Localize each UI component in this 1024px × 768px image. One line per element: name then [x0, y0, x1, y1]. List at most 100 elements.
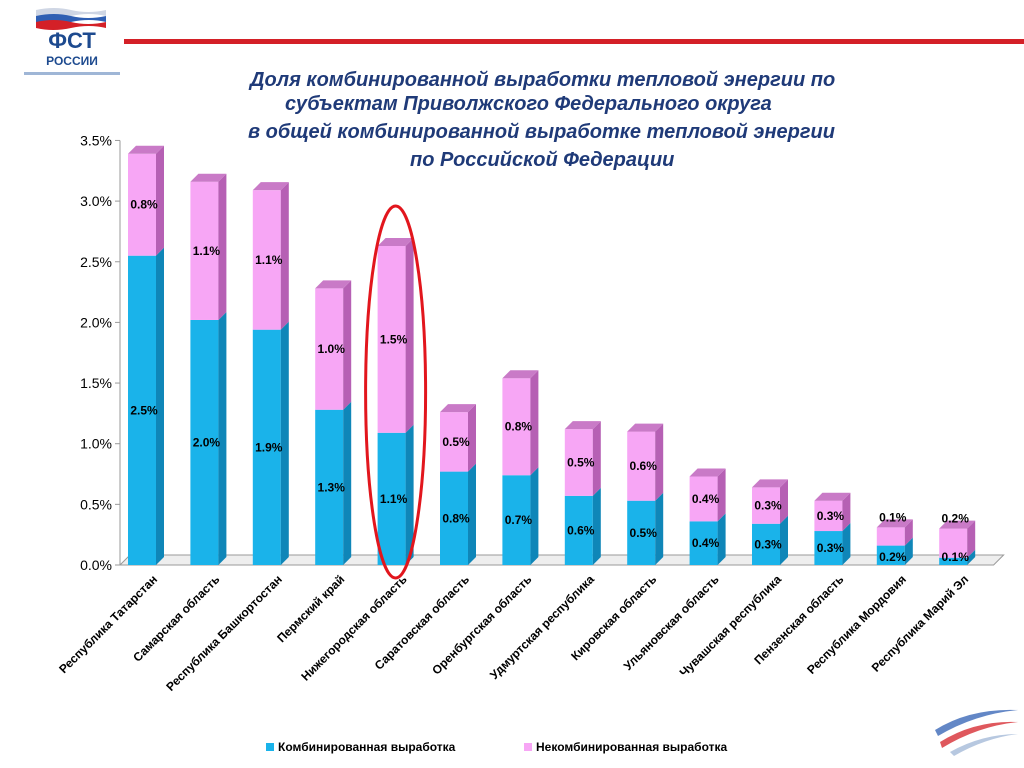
data-label-combined: 0.1%	[942, 550, 970, 564]
fst-logo: ФСТ РОССИИ	[20, 0, 124, 88]
chart-floor	[118, 554, 1005, 566]
bar-top-cap	[440, 404, 476, 413]
data-label-noncombined: 0.5%	[567, 456, 595, 470]
legend: Комбинированная выработка Некомбинирован…	[0, 740, 1024, 756]
bar-combined	[939, 557, 968, 565]
bar-top-cap	[502, 370, 539, 379]
bar-noncombined	[752, 487, 780, 524]
data-label-noncombined: 0.5%	[442, 435, 470, 449]
data-label-combined: 0.5%	[630, 526, 658, 540]
bar-noncombined	[440, 412, 468, 472]
y-tick-label: 2.0%	[80, 314, 112, 330]
bar-noncombined	[252, 190, 281, 330]
bar-noncombined-side	[343, 280, 352, 410]
bar-noncombined-side	[405, 237, 414, 433]
category-label: Республика Татарстан	[56, 572, 160, 676]
y-tick-label: 2.5%	[80, 254, 112, 270]
legend-swatch-noncombined	[524, 743, 532, 751]
bar-noncombined	[627, 431, 656, 501]
bar-top-cap	[377, 237, 414, 246]
bar-top-cap	[252, 182, 289, 191]
bar-noncombined-side	[655, 423, 664, 501]
y-tick-label: 0.0%	[80, 557, 112, 573]
bar-combined-side	[218, 311, 227, 565]
data-label-combined: 1.3%	[318, 480, 346, 494]
bar-combined-side	[655, 492, 664, 565]
data-label-noncombined: 0.2%	[942, 512, 970, 526]
logo-text: ФСТ	[48, 28, 96, 53]
logo-subtext: РОССИИ	[46, 54, 98, 68]
bar-top-cap	[564, 421, 601, 430]
bar-combined	[377, 432, 406, 565]
data-label-noncombined: 1.5%	[380, 332, 408, 346]
bar-noncombined	[128, 153, 156, 256]
bar-combined-side	[592, 487, 601, 565]
bar-noncombined	[564, 429, 593, 496]
bar-noncombined-side	[967, 520, 976, 558]
legend-swatch-combined	[266, 743, 274, 751]
bar-combined	[814, 531, 843, 565]
bar-combined-side	[156, 247, 164, 565]
data-label-noncombined: 1.1%	[193, 244, 221, 258]
bar-top-cap	[876, 519, 913, 528]
bar-noncombined-side	[530, 370, 539, 476]
data-label-noncombined: 0.3%	[817, 509, 845, 523]
bar-noncombined	[315, 288, 344, 410]
data-label-combined: 1.9%	[255, 440, 283, 454]
data-label-noncombined: 0.4%	[692, 492, 720, 506]
data-label-combined: 0.3%	[754, 537, 782, 551]
category-label: Республика Башкортостан	[163, 572, 285, 694]
bar-noncombined-side	[717, 468, 726, 522]
bar-combined	[190, 319, 219, 565]
data-label-combined: 0.4%	[692, 536, 720, 550]
y-tick-label: 0.5%	[80, 496, 112, 512]
data-label-combined: 0.6%	[567, 523, 595, 537]
bar-top-cap	[939, 520, 976, 529]
bar-combined	[502, 475, 531, 565]
category-label: Нижегородская область	[298, 572, 409, 683]
bar-combined-side	[343, 401, 352, 565]
y-tick-label: 3.5%	[80, 132, 112, 148]
bar-noncombined	[377, 245, 406, 433]
legend-item-noncombined: Некомбинированная выработка	[524, 740, 727, 754]
data-label-noncombined: 0.8%	[505, 420, 533, 434]
bar-noncombined-side	[156, 145, 164, 256]
legend-item-combined: Комбинированная выработка	[266, 740, 455, 754]
bar-combined	[876, 545, 905, 565]
logo-caption-line	[24, 72, 120, 75]
data-label-noncombined: 0.8%	[130, 198, 158, 212]
data-label-combined: 1.1%	[380, 492, 408, 506]
bar-top-cap	[814, 492, 851, 501]
bar-combined	[440, 471, 468, 565]
bar-combined-side	[780, 515, 788, 565]
category-label: Чувашская республика	[677, 572, 785, 680]
highlight-ellipse	[364, 204, 428, 580]
flag-wave-icon	[36, 8, 106, 30]
bar-noncombined	[502, 378, 531, 476]
data-label-noncombined: 1.0%	[318, 342, 346, 356]
bar-combined	[252, 329, 281, 565]
bar-combined-side	[904, 537, 913, 565]
y-tick-label: 1.0%	[80, 436, 112, 452]
header-rule	[124, 39, 1024, 44]
data-label-combined: 2.0%	[193, 435, 221, 449]
bar-noncombined	[939, 528, 968, 558]
bar-combined	[627, 500, 656, 565]
bar-noncombined-side	[280, 182, 289, 330]
bar-combined-side	[967, 549, 976, 565]
bar-combined	[315, 409, 344, 565]
legend-label-noncombined: Некомбинированная выработка	[536, 740, 728, 754]
bar-noncombined	[190, 181, 219, 320]
bar-combined	[752, 523, 780, 565]
bar-top-cap	[128, 145, 164, 154]
bar-combined	[689, 521, 718, 565]
legend-label-combined: Комбинированная выработка	[278, 740, 456, 754]
bar-noncombined	[876, 527, 905, 546]
bar-noncombined-side	[592, 421, 601, 496]
data-label-noncombined: 0.6%	[630, 459, 658, 473]
category-label: Удмуртская республика	[487, 572, 597, 682]
data-label-combined: 0.7%	[505, 513, 533, 527]
bar-combined-side	[468, 463, 476, 565]
bar-combined-side	[717, 513, 726, 565]
